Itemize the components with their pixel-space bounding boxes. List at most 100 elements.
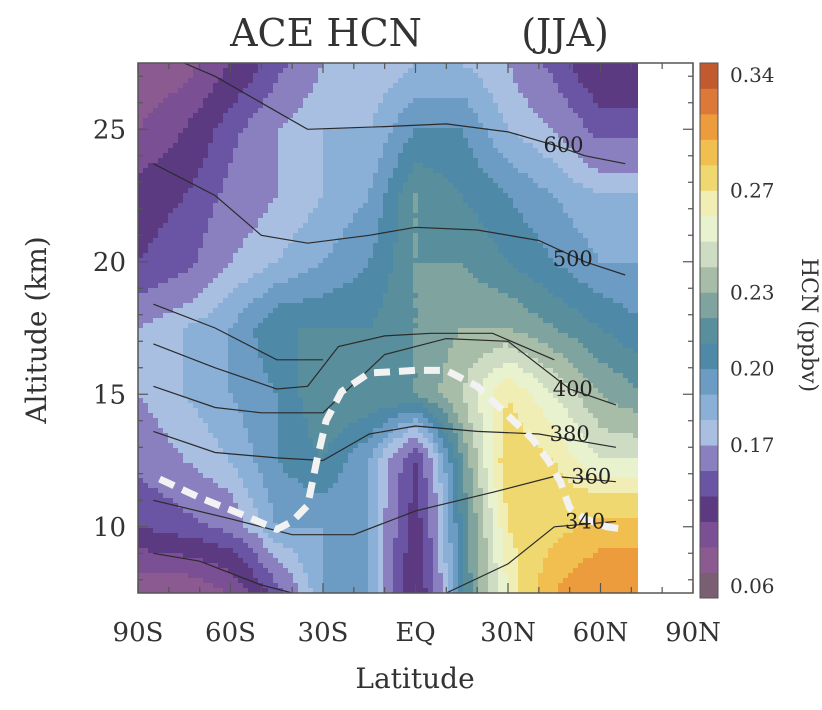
hcn-cell [608,98,614,104]
hcn-cell [328,298,334,304]
hcn-cell [588,93,594,99]
hcn-cell [513,158,519,164]
hcn-cell [328,278,334,284]
hcn-cell [403,198,409,204]
hcn-cell [468,188,474,194]
hcn-cell [208,278,214,284]
hcn-cell [578,103,584,109]
hcn-cell [593,118,599,124]
hcn-cell [143,203,149,209]
hcn-cell [433,113,439,119]
hcn-cell [623,103,629,109]
hcn-cell [328,183,334,189]
hcn-cell [468,73,474,79]
hcn-cell [323,193,329,199]
hcn-cell [423,283,429,289]
hcn-cell [508,148,514,154]
hcn-cell [353,168,359,174]
hcn-cell [323,118,329,124]
hcn-cell [353,158,359,164]
hcn-cell [288,258,294,264]
hcn-cell [393,173,399,179]
hcn-cell [453,253,459,259]
hcn-cell [273,133,279,139]
hcn-cell [323,198,329,204]
hcn-cell [523,153,529,159]
hcn-cell [273,113,279,119]
hcn-cell [313,143,319,149]
hcn-cell [143,223,149,229]
hcn-cell [353,98,359,104]
hcn-cell [363,83,369,89]
hcn-cell [503,88,509,94]
hcn-cell [478,278,484,284]
hcn-cell [228,258,234,264]
hcn-cell [378,268,384,274]
hcn-cell [203,103,209,109]
hcn-cell [393,268,399,274]
hcn-cell [418,128,424,134]
hcn-cell [323,63,329,69]
hcn-cell [438,188,444,194]
hcn-cell [623,108,629,114]
hcn-cell [438,278,444,284]
hcn-cell [513,113,519,119]
hcn-cell [558,208,564,214]
hcn-cell [383,188,389,194]
hcn-cell [273,68,279,74]
hcn-cell [513,83,519,89]
hcn-cell [563,163,569,169]
hcn-cell [208,248,214,254]
hcn-cell [193,198,199,204]
hcn-cell [538,263,544,269]
hcn-cell [233,228,239,234]
hcn-cell [443,278,449,284]
hcn-cell [553,233,559,239]
hcn-cell [183,208,189,214]
hcn-cell [523,243,529,249]
hcn-cell [523,63,529,69]
hcn-cell [483,288,489,294]
hcn-cell [573,308,579,314]
hcn-cell [493,158,499,164]
hcn-cell [438,193,444,199]
hcn-cell [303,103,309,109]
hcn-cell [343,98,349,104]
hcn-cell [433,63,439,69]
hcn-cell [298,283,304,289]
hcn-cell [493,173,499,179]
hcn-cell [318,253,324,259]
hcn-cell [618,233,624,239]
hcn-cell [358,168,364,174]
hcn-cell [293,303,299,309]
hcn-cell [548,63,554,69]
hcn-cell [393,118,399,124]
hcn-cell [478,123,484,129]
hcn-cell [198,118,204,124]
hcn-cell [553,98,559,104]
hcn-cell [293,93,299,99]
hcn-cell [338,118,344,124]
hcn-cell [323,68,329,74]
hcn-cell [153,93,159,99]
hcn-cell [508,93,514,99]
hcn-cell [543,303,549,309]
hcn-cell [518,238,524,244]
hcn-cell [518,163,524,169]
hcn-cell [248,268,254,274]
hcn-cell [303,153,309,159]
hcn-cell [443,123,449,129]
hcn-cell [488,253,494,259]
hcn-cell [163,108,169,114]
hcn-cell [358,123,364,129]
hcn-cell [473,213,479,219]
hcn-cell [283,303,289,309]
hcn-cell [593,288,599,294]
hcn-cell [358,208,364,214]
hcn-cell [338,223,344,229]
hcn-cell [498,88,504,94]
hcn-cell [628,118,634,124]
hcn-cell [253,298,259,304]
hcn-cell [598,98,604,104]
hcn-cell [473,178,479,184]
